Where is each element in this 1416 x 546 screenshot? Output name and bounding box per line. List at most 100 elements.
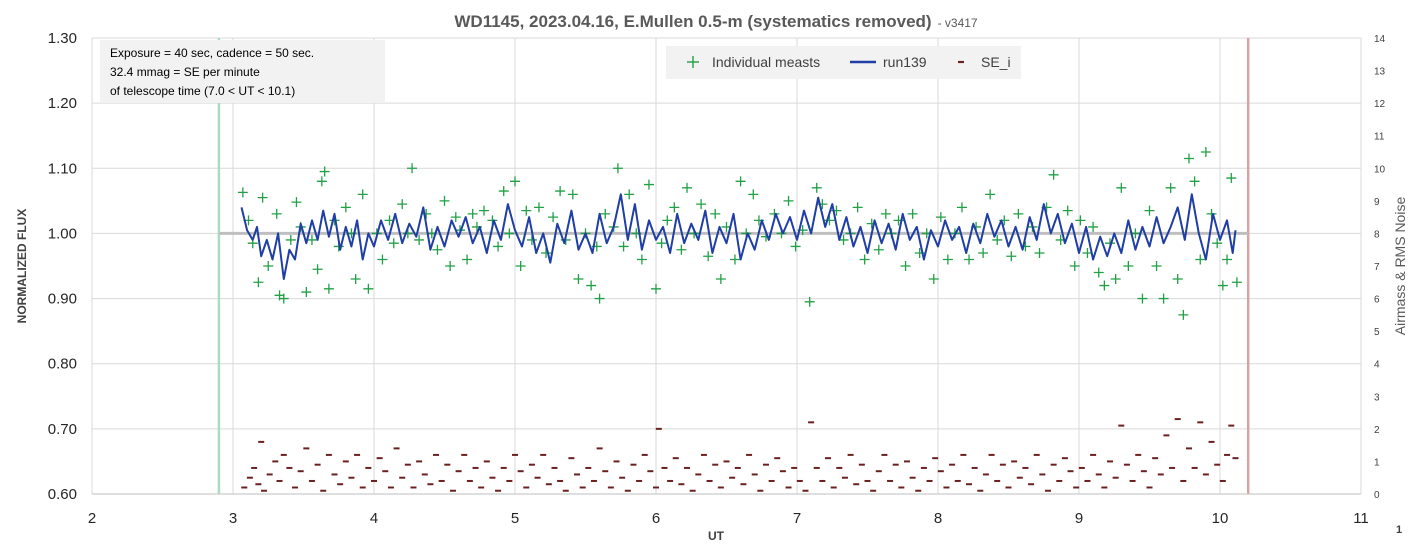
measurement-point bbox=[907, 208, 918, 219]
measurement-point bbox=[388, 238, 399, 249]
measurement-point bbox=[555, 186, 566, 197]
measurement-point bbox=[498, 186, 509, 197]
measurement-point bbox=[682, 182, 693, 193]
measurement-point bbox=[462, 254, 473, 265]
measurement-point bbox=[301, 287, 312, 298]
measurement-point bbox=[319, 166, 330, 177]
measurement-point bbox=[978, 247, 989, 258]
y2-tick-label: 11 bbox=[1374, 132, 1385, 143]
measurement-point bbox=[811, 182, 822, 193]
measurement-point bbox=[600, 208, 611, 219]
measurement-point bbox=[541, 247, 552, 258]
measurement-point bbox=[624, 189, 635, 200]
measurement-point bbox=[1178, 309, 1189, 320]
y-tick-label: 0.80 bbox=[48, 356, 77, 373]
measurement-point bbox=[618, 241, 629, 252]
measurement-point bbox=[1172, 274, 1183, 285]
measurement-point bbox=[526, 234, 537, 245]
measurement-point bbox=[1158, 293, 1169, 304]
measurement-point bbox=[263, 261, 274, 271]
measurement-point bbox=[636, 254, 647, 265]
y2-tick-label: 8 bbox=[1374, 229, 1380, 240]
measurement-point bbox=[703, 251, 714, 262]
measurement-point bbox=[873, 244, 884, 255]
y2-tick-label: 12 bbox=[1374, 99, 1386, 110]
x-tick-label: 6 bbox=[652, 510, 660, 527]
y2-tick-label: 2 bbox=[1374, 425, 1380, 436]
measurement-point bbox=[1069, 261, 1080, 271]
annotation-line-1: Exposure = 40 sec, cadence = 50 sec. bbox=[110, 46, 314, 60]
measurement-point bbox=[340, 202, 351, 213]
measurement-point bbox=[669, 202, 680, 213]
chart-title-version: - v3417 bbox=[938, 16, 978, 30]
measurement-point bbox=[956, 202, 967, 213]
y-tick-label: 0.70 bbox=[48, 421, 77, 438]
measurement-point bbox=[852, 202, 863, 213]
measurement-point bbox=[676, 244, 687, 255]
x-tick-label: 5 bbox=[511, 510, 519, 527]
measurement-point bbox=[493, 241, 504, 252]
chart-title-text: WD1145, 2023.04.16, E.Mullen 0.5-m (syst… bbox=[454, 12, 931, 31]
measurement-point bbox=[964, 254, 975, 265]
measurement-point bbox=[573, 274, 584, 285]
y-tick-label: 0.90 bbox=[48, 291, 77, 308]
measurement-point bbox=[1013, 208, 1024, 219]
measurement-point bbox=[715, 274, 726, 285]
measurement-point bbox=[467, 208, 478, 219]
measurement-point bbox=[594, 293, 605, 304]
annotation-background bbox=[100, 40, 385, 103]
data-series bbox=[237, 147, 1242, 492]
y2-tick-label: 4 bbox=[1374, 360, 1380, 371]
y2-tick-label: 13 bbox=[1374, 67, 1386, 78]
vertical-markers bbox=[217, 38, 1250, 494]
measurement-point bbox=[1137, 293, 1148, 304]
measurement-point bbox=[651, 283, 661, 294]
measurement-point bbox=[271, 208, 282, 219]
measurement-point bbox=[1006, 251, 1017, 262]
measurement-point bbox=[478, 205, 489, 216]
y2-tick-label: 3 bbox=[1374, 392, 1380, 403]
measurement-point bbox=[439, 195, 450, 206]
legend-label-se: SE_i bbox=[981, 54, 1011, 70]
measurement-point bbox=[291, 197, 302, 208]
measurement-point bbox=[407, 163, 418, 174]
x-tick-label: 11 bbox=[1353, 510, 1369, 527]
legend-label-measts: Individual measts bbox=[712, 54, 820, 70]
chart-title: WD1145, 2023.04.16, E.Mullen 0.5-m (syst… bbox=[454, 12, 978, 31]
measurement-point bbox=[323, 283, 334, 294]
x-tick-label: 3 bbox=[229, 510, 237, 527]
measurement-point bbox=[1212, 238, 1223, 249]
measurement-point bbox=[1088, 221, 1099, 232]
x-tick-label: 9 bbox=[1075, 510, 1083, 527]
measurement-point bbox=[783, 195, 794, 206]
annotation-box: Exposure = 40 sec, cadence = 50 sec. 32.… bbox=[100, 40, 385, 103]
measurement-point bbox=[515, 261, 526, 271]
measurement-point bbox=[285, 234, 296, 245]
measurement-point bbox=[735, 176, 746, 187]
measurement-point bbox=[253, 277, 264, 288]
measurement-point bbox=[1144, 205, 1155, 216]
measurement-point bbox=[521, 205, 532, 216]
annotation-line-3: of telescope time (7.0 < UT < 10.1) bbox=[110, 84, 295, 98]
measurement-point bbox=[586, 280, 597, 291]
measurement-point bbox=[790, 241, 801, 252]
y-tick-label: 1.30 bbox=[48, 30, 77, 47]
y2-tick-label: 10 bbox=[1374, 164, 1386, 175]
y-tick-label: 1.20 bbox=[48, 95, 77, 112]
measurement-point bbox=[1093, 267, 1104, 278]
measurement-point bbox=[804, 296, 815, 307]
measurement-point bbox=[696, 199, 707, 210]
measurement-point bbox=[824, 215, 835, 226]
x-tick-label: 4 bbox=[370, 510, 378, 527]
measurement-point bbox=[942, 254, 953, 265]
measurement-point bbox=[504, 228, 515, 239]
measurement-point bbox=[397, 199, 408, 210]
measurement-point bbox=[1075, 215, 1086, 226]
measurement-point bbox=[900, 261, 911, 271]
measurement-point bbox=[1034, 247, 1045, 258]
measurement-point bbox=[1062, 205, 1073, 216]
legend-label-run: run139 bbox=[883, 54, 927, 70]
y2-axis-label: Airmass & RMS Noise bbox=[1392, 197, 1408, 336]
x-axis-label: UT bbox=[708, 529, 725, 543]
